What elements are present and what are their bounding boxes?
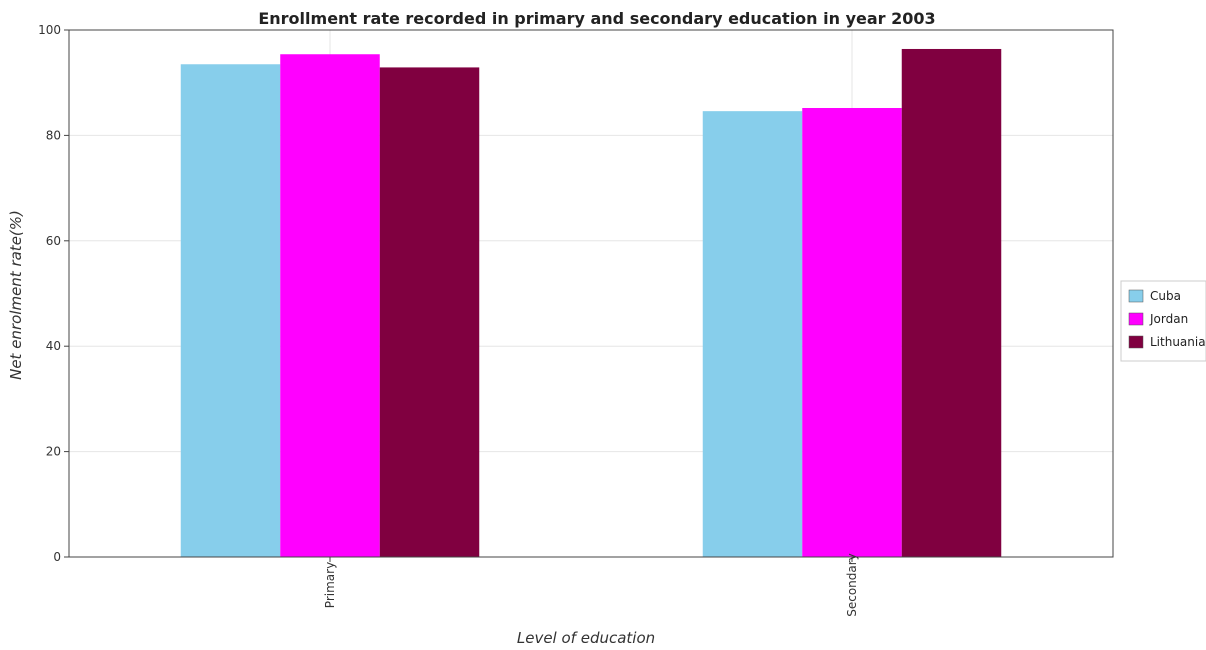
legend-swatch-lithuania [1128, 335, 1144, 349]
x-axis-ticks: Primary Secondary [323, 553, 859, 617]
bars [180, 48, 1002, 558]
y-tick-label: 60 [46, 234, 61, 248]
bar-jordan-secondary [802, 107, 902, 557]
bar-lithuania-primary [379, 67, 480, 558]
bar-jordan-primary [280, 54, 380, 557]
legend-label-lithuania: Lithuania [1150, 335, 1206, 349]
bar-cuba-primary [180, 64, 281, 557]
x-tick-label: Secondary [845, 553, 859, 617]
bar-lithuania-secondary [901, 48, 1002, 558]
y-axis-label: Net enrolment rate(%) [7, 210, 25, 380]
x-tick-label: Primary [323, 562, 337, 608]
y-tick-label: 20 [46, 445, 61, 459]
legend-label-jordan: Jordan [1149, 312, 1188, 326]
legend-label-cuba: Cuba [1150, 289, 1181, 303]
y-tick-label: 100 [38, 23, 61, 37]
plot-area [68, 29, 1114, 558]
y-tick-label: 0 [53, 550, 61, 564]
y-tick-label: 40 [46, 339, 61, 353]
y-axis-ticks: 0 20 40 60 80 100 [38, 23, 69, 564]
legend: Cuba Jordan Lithuania [1120, 280, 1206, 362]
y-tick-label: 80 [46, 128, 61, 142]
bar-cuba-secondary [702, 111, 803, 558]
legend-swatch-jordan [1128, 312, 1144, 326]
chart-title: Enrollment rate recorded in primary and … [258, 9, 935, 28]
x-axis-label: Level of education [517, 629, 655, 647]
legend-swatch-cuba [1128, 289, 1144, 303]
